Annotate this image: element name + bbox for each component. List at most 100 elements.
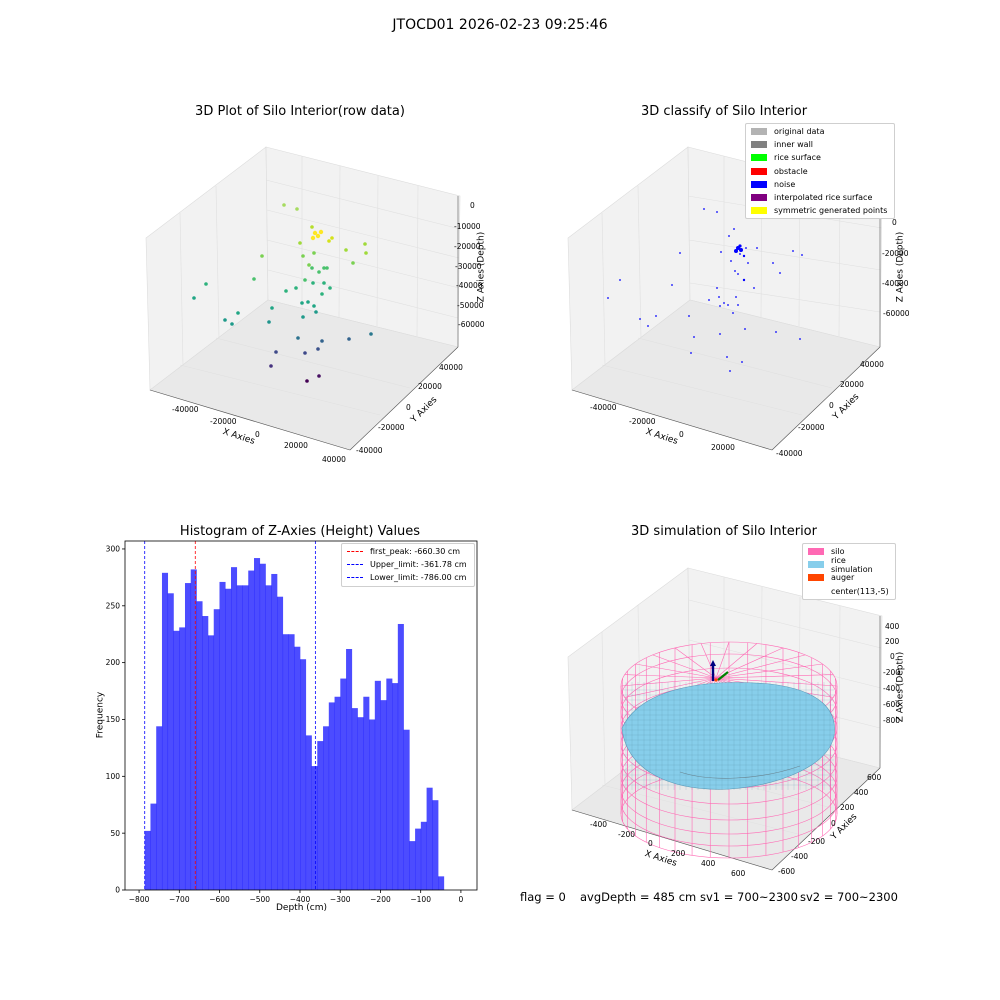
histogram-xtick-label: −200 — [370, 895, 391, 904]
histogram-bar — [403, 729, 410, 890]
silo-roof-spoke — [715, 677, 838, 687]
raw-ztick-5: -50000 — [457, 301, 484, 310]
histogram-xtick-label: −400 — [290, 895, 311, 904]
histogram-bar — [305, 735, 312, 890]
histogram-bar — [242, 585, 249, 890]
legend-swatch — [751, 194, 767, 202]
histogram-xtick-label: −800 — [129, 895, 150, 904]
histogram-bar — [271, 573, 278, 890]
histogram-bar — [420, 821, 427, 890]
silo-roof-spoke — [715, 641, 730, 679]
histogram-bar — [150, 803, 157, 890]
simulation-plot-title: 3D simulation of Silo Interior — [631, 524, 817, 539]
raw-ztick-4: -40000 — [456, 281, 483, 290]
raw-xtick-3: 20000 — [284, 441, 308, 450]
legend-item-first-peak: first_peak: -660.30 cm — [342, 545, 474, 558]
legend-line — [347, 577, 363, 579]
histogram-bar — [161, 572, 169, 890]
legend-label: Lower_limit: -786.00 cm — [370, 573, 467, 583]
histogram-bars — [144, 558, 445, 890]
legend-item-auger: auger — [803, 571, 895, 584]
histogram-bar — [438, 876, 445, 890]
histogram-bar — [236, 585, 243, 890]
legend-swatch — [751, 207, 767, 215]
legend-label: original data — [774, 127, 825, 137]
sim-xtick-5: 600 — [731, 869, 746, 878]
histogram-bar — [357, 717, 364, 890]
raw-ytick-0: -40000 — [356, 446, 383, 455]
auger-arm — [717, 671, 729, 681]
histogram-bar — [363, 696, 370, 890]
auger-tip — [710, 660, 716, 666]
histogram-bar — [300, 659, 307, 890]
histogram-bar — [426, 787, 433, 890]
legend-label: inner wall — [774, 140, 814, 150]
histogram-bar — [213, 609, 220, 890]
legend-swatch — [751, 141, 767, 149]
sim-ytick-4: 200 — [840, 803, 855, 812]
legend-label: obstacle — [774, 166, 808, 176]
silo-roof-spoke — [635, 663, 717, 679]
rice-surface-mesh — [622, 682, 834, 790]
legend-swatch — [751, 154, 767, 162]
classify-ytick-3: 20000 — [840, 380, 864, 389]
raw-plot-title: 3D Plot of Silo Interior(row data) — [195, 104, 405, 119]
legend-swatch — [751, 128, 767, 136]
histogram-ytick-label: 150 — [106, 715, 121, 724]
simulation-legend: silo rice simulation auger center(113,-5… — [802, 543, 896, 600]
legend-label: first_peak: -660.30 cm — [370, 547, 461, 557]
legend-item-silo: silo — [803, 545, 895, 558]
raw-ztick-1: -10000 — [454, 222, 481, 231]
histogram-bar — [179, 627, 186, 890]
raw-ytick-1: -20000 — [378, 423, 405, 432]
histogram-xtick-label: −600 — [209, 895, 230, 904]
rice-shadow-line — [679, 765, 801, 779]
sim-ztick-6: -800 — [883, 716, 901, 725]
legend-item-center: center(113,-5) — [803, 585, 895, 598]
histogram-xtick-label: 0 — [459, 895, 464, 904]
silo-roof-spoke — [674, 647, 717, 679]
silo-roof-spoke — [652, 654, 717, 679]
sim-ztick-5: -600 — [883, 700, 901, 709]
rice-surface — [621, 682, 835, 790]
histogram-bar — [207, 635, 215, 890]
legend-item-noise: noise — [746, 178, 894, 191]
sim-ytick-5: 400 — [854, 788, 869, 797]
histogram-yticks: 0 50 100 150 200 250 300 — [106, 545, 125, 895]
histogram-bar — [311, 766, 318, 890]
silo-roof-spoke — [624, 677, 717, 698]
classify-xtick-1: -20000 — [629, 417, 656, 426]
classify-axes — [571, 196, 881, 451]
sim-ytick-3: 0 — [831, 819, 836, 828]
histogram-ytick-label: 50 — [110, 829, 120, 838]
status-sv2: sv2 = 700~2300 — [800, 890, 898, 904]
histogram-bar — [265, 585, 272, 890]
histogram-xtick-label: −100 — [410, 895, 431, 904]
silo-roof-spoke — [715, 663, 823, 679]
histogram-bar — [409, 841, 416, 890]
legend-line — [347, 564, 363, 566]
raw-ztick-0: 0 — [470, 201, 475, 210]
histogram-bar — [380, 700, 387, 890]
classify-ztick-0: 0 — [892, 218, 897, 227]
simulation-axes — [571, 616, 881, 871]
legend-label: silo — [831, 547, 845, 557]
histogram-ytick-label: 100 — [106, 772, 121, 781]
legend-item-upper-limit: Upper_limit: -361.78 cm — [342, 558, 474, 571]
classify-noise-points — [607, 208, 803, 372]
classify-xtick-2: 0 — [679, 430, 684, 439]
legend-item-symmetric: symmetric generated points — [746, 204, 894, 217]
raw-grid — [179, 156, 461, 416]
legend-swatch — [751, 167, 767, 175]
raw-axes — [149, 196, 459, 451]
histogram-bar — [397, 623, 404, 890]
histogram-xlabel: Depth (cm) — [276, 903, 328, 913]
silo-roof-spoke — [620, 677, 717, 687]
legend-label: noise — [774, 179, 796, 189]
auger — [710, 660, 729, 682]
classify-ytick-1: -20000 — [798, 423, 825, 432]
legend-item-inner-wall: inner wall — [746, 138, 894, 151]
